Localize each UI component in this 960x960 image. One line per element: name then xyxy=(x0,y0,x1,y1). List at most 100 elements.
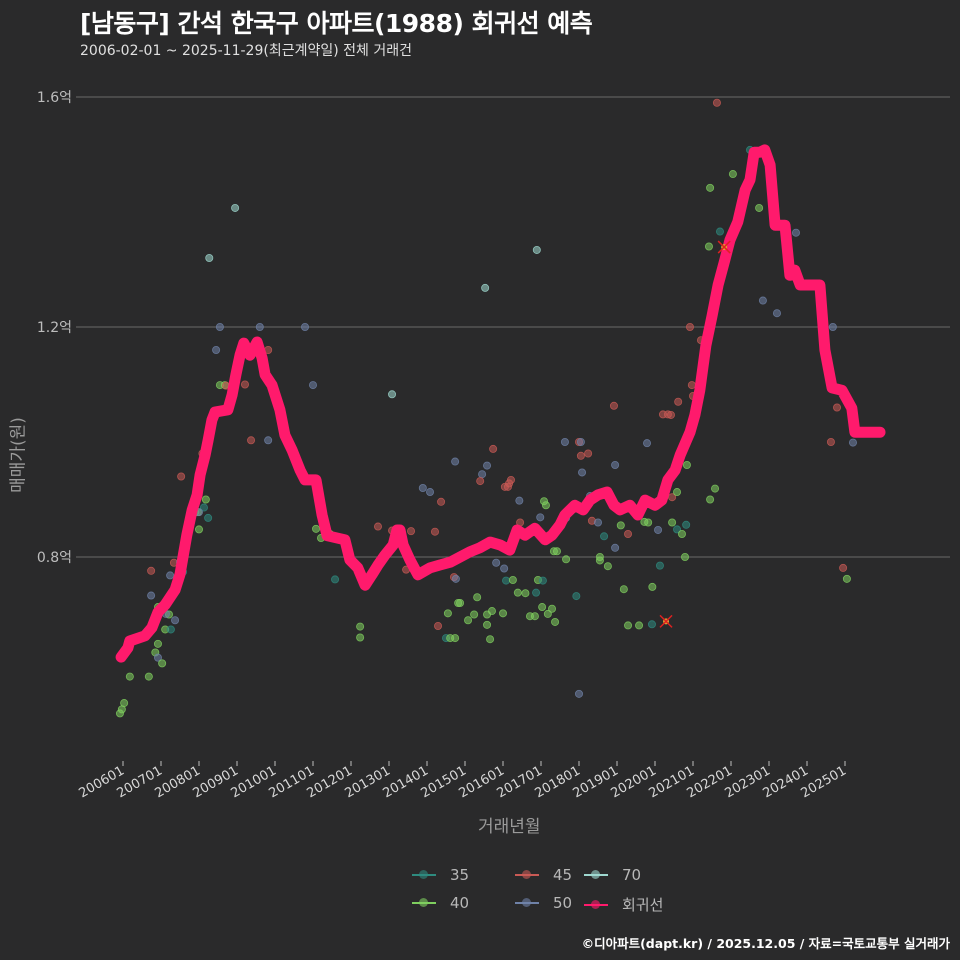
data-point xyxy=(576,451,585,460)
legend-item-regression: 회귀선 xyxy=(582,894,663,915)
data-point xyxy=(515,496,524,505)
data-point xyxy=(611,460,620,469)
data-point xyxy=(668,518,677,527)
data-point xyxy=(704,242,713,251)
data-point xyxy=(476,477,485,486)
data-point xyxy=(388,390,397,399)
data-point xyxy=(483,610,492,619)
data-point xyxy=(147,591,156,600)
data-point xyxy=(532,245,541,254)
data-point xyxy=(715,227,724,236)
data-point xyxy=(758,296,767,305)
y-tick-label: 1.6억 xyxy=(37,90,72,106)
data-point xyxy=(215,322,224,331)
highlight-x-marker xyxy=(717,240,731,254)
data-point xyxy=(451,574,460,583)
data-point xyxy=(247,436,256,445)
data-point xyxy=(212,345,221,354)
data-point xyxy=(619,585,628,594)
data-point xyxy=(552,547,561,556)
data-point xyxy=(562,555,571,564)
data-point xyxy=(177,472,186,481)
data-point xyxy=(430,527,439,536)
data-point xyxy=(616,521,625,530)
footer-credit: ©디아파트(dapt.kr) / 2025.12.05 / 자료=국토교통부 실… xyxy=(581,936,950,951)
data-point xyxy=(443,609,452,618)
data-point xyxy=(199,503,208,512)
data-point xyxy=(498,609,507,618)
data-point xyxy=(500,564,509,573)
data-point xyxy=(826,437,835,446)
data-point xyxy=(158,659,167,668)
data-point xyxy=(624,530,633,539)
data-point xyxy=(538,576,547,585)
data-point xyxy=(828,322,837,331)
data-point xyxy=(536,513,545,522)
data-point xyxy=(451,457,460,466)
data-point xyxy=(418,483,427,492)
data-point xyxy=(486,635,495,644)
data-point xyxy=(833,403,842,412)
legend-label: 40 xyxy=(450,894,470,912)
legend-label: 50 xyxy=(553,894,573,912)
y-axis-label: 매매가(원) xyxy=(8,417,29,493)
data-point xyxy=(473,593,482,602)
data-point xyxy=(647,620,656,629)
data-point xyxy=(356,622,365,631)
data-point xyxy=(120,699,129,708)
data-point xyxy=(594,518,603,527)
data-point xyxy=(674,397,683,406)
legend-swatch-icon xyxy=(513,868,541,882)
data-point xyxy=(706,495,715,504)
data-point xyxy=(609,401,618,410)
data-point xyxy=(312,524,321,533)
data-point xyxy=(584,449,593,458)
data-point xyxy=(356,633,365,642)
data-point xyxy=(677,530,686,539)
data-point xyxy=(685,322,694,331)
data-point xyxy=(711,484,720,493)
data-point xyxy=(755,203,764,212)
data-point xyxy=(240,380,249,389)
data-point xyxy=(712,98,721,107)
data-point xyxy=(600,532,609,541)
data-point xyxy=(595,556,604,565)
legend-swatch-icon xyxy=(582,868,610,882)
data-point xyxy=(373,522,382,531)
legend-item-45: 45 xyxy=(513,866,572,884)
scatter-points xyxy=(115,98,857,718)
x-axis-label: 거래년월 xyxy=(478,817,541,837)
data-point xyxy=(668,493,677,502)
y-tick-label: 0.8억 xyxy=(37,550,72,566)
data-point xyxy=(125,672,134,681)
data-point xyxy=(560,437,569,446)
data-point xyxy=(666,410,675,419)
data-point xyxy=(144,672,153,681)
data-point xyxy=(481,283,490,292)
data-point xyxy=(532,588,541,597)
y-tick-label: 1.2억 xyxy=(37,320,72,336)
data-point xyxy=(548,604,557,613)
data-point xyxy=(538,603,547,612)
data-point xyxy=(194,525,203,534)
data-point xyxy=(426,488,435,497)
data-point xyxy=(502,576,511,585)
data-point xyxy=(166,625,175,634)
data-point xyxy=(541,501,550,510)
data-point xyxy=(470,610,479,619)
data-point xyxy=(576,437,585,446)
data-point xyxy=(839,563,848,572)
data-point xyxy=(654,525,663,534)
data-point xyxy=(153,639,162,648)
legend-item-50: 50 xyxy=(513,894,572,912)
data-point xyxy=(171,616,180,625)
data-point xyxy=(231,203,240,212)
data-point xyxy=(687,381,696,390)
legend-item-70: 70 xyxy=(582,866,641,884)
data-point xyxy=(655,561,664,570)
legend-item-35: 35 xyxy=(410,866,469,884)
data-point xyxy=(308,381,317,390)
data-point xyxy=(451,634,460,643)
data-point xyxy=(204,513,213,522)
data-point xyxy=(478,470,487,479)
